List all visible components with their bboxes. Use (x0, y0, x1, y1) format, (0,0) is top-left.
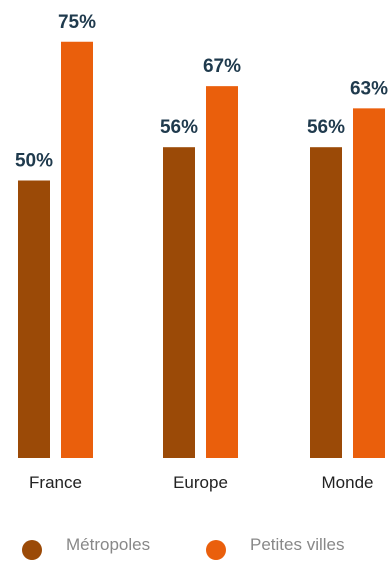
bar-europe-petites-villes (206, 86, 238, 459)
legend-swatch-petites-villes (206, 540, 226, 560)
bar-france-petites-villes (61, 41, 93, 458)
category-label-france: France (29, 473, 82, 492)
bar-monde-petites-villes (353, 108, 385, 458)
value-label-europe-metropoles: 56% (160, 117, 198, 138)
legend-label-petites-villes: Petites villes (250, 535, 345, 554)
category-label-monde: Monde (322, 473, 374, 492)
legend: Métropoles Petites villes (0, 528, 389, 568)
value-label-france-petites-villes: 75% (58, 12, 96, 33)
bar-france-metropoles (18, 180, 50, 458)
bar-monde-metropoles (310, 147, 342, 458)
category-labels-layer: France Europe Monde (29, 473, 373, 492)
bars-layer (18, 41, 385, 459)
value-labels-layer: 50%75%56%67%56%63% (15, 12, 388, 172)
category-label-europe: Europe (173, 473, 228, 492)
value-label-europe-petites-villes: 67% (203, 56, 241, 77)
value-label-france-metropoles: 50% (15, 151, 53, 172)
value-label-monde-metropoles: 56% (307, 117, 345, 138)
legend-label-metropoles: Métropoles (66, 535, 151, 554)
legend-swatch-metropoles (22, 540, 42, 560)
value-label-monde-petites-villes: 63% (350, 78, 388, 99)
bar-europe-metropoles (163, 147, 195, 458)
